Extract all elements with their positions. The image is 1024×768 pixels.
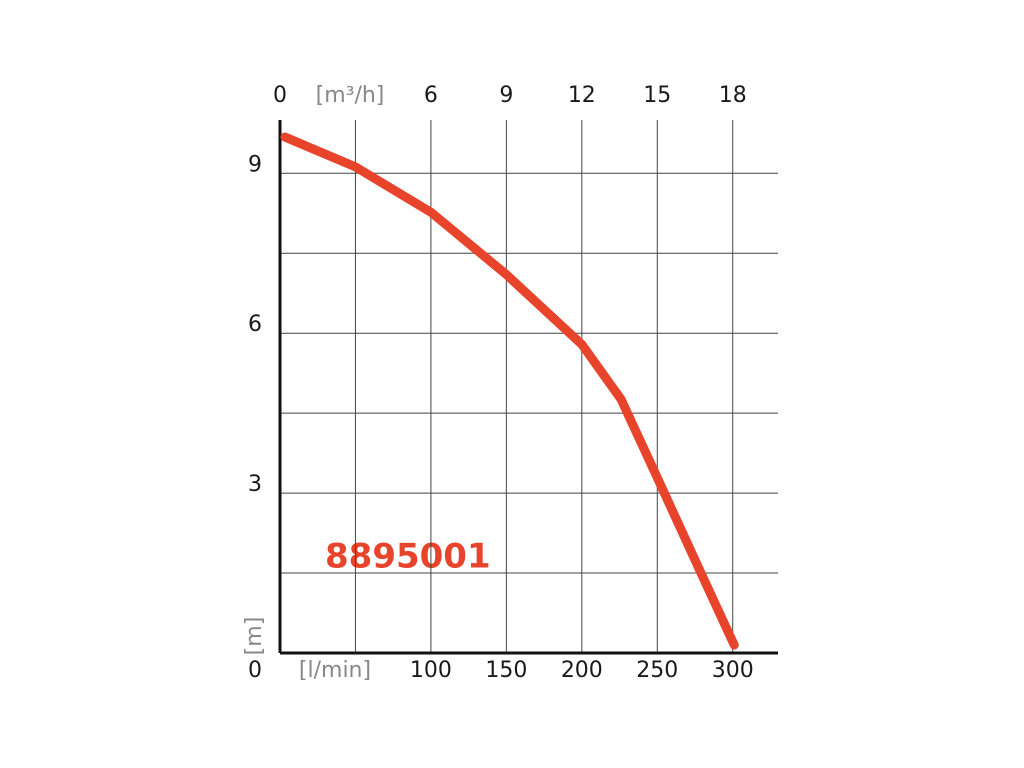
x2-axis-label: [m³/h] (316, 83, 385, 108)
x2-tick-label: 6 (424, 83, 438, 108)
x2-tick-label: 9 (499, 83, 513, 108)
x2-tick-label: 12 (568, 83, 596, 108)
y-tick-label: 6 (248, 312, 262, 337)
y-tick-label: 0 (248, 658, 262, 683)
pump-curve (280, 132, 739, 650)
y-tick-label: 3 (248, 472, 262, 497)
y-axis-label: [m] (242, 617, 267, 656)
x-tick-label: 100 (410, 658, 452, 683)
x-tick-label: 200 (561, 658, 603, 683)
x-tick-label: 250 (636, 658, 678, 683)
x-tick-label: 300 (712, 658, 754, 683)
x2-tick-label: 0 (273, 83, 287, 108)
x2-tick-label: 18 (719, 83, 747, 108)
y-tick-label: 9 (248, 152, 262, 177)
x-axis-label: [l/min] (299, 658, 371, 683)
x2-tick-label: 15 (643, 83, 671, 108)
x-tick-label: 150 (485, 658, 527, 683)
annotation: 8895001 (325, 537, 491, 577)
